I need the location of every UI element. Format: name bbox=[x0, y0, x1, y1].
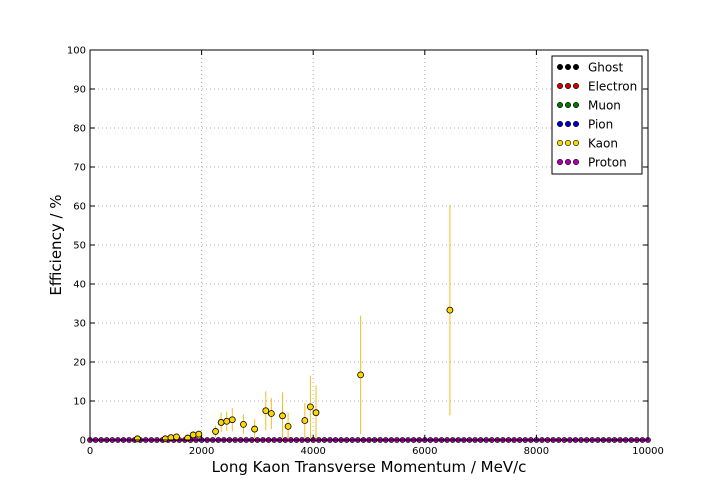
data-point-kaon bbox=[217, 419, 225, 426]
legend-marker-muon bbox=[564, 102, 571, 109]
data-points bbox=[134, 306, 454, 443]
legend-box bbox=[551, 55, 643, 175]
data-point-kaon bbox=[267, 410, 275, 417]
data-point-kaon bbox=[223, 417, 231, 425]
legend-marker-pion bbox=[572, 121, 579, 128]
x-axis-label: Long Kaon Transverse Momentum / MeV/c bbox=[212, 458, 527, 476]
data-point-kaon bbox=[212, 428, 219, 435]
x-tick-label: 10000 bbox=[632, 446, 664, 457]
y-tick-label: 90 bbox=[73, 85, 86, 96]
data-point-kaon bbox=[240, 420, 247, 428]
legend-marker-ghost bbox=[572, 64, 579, 71]
x-tick-labels: 0 2000 4000 6000 8000 10000 bbox=[87, 446, 664, 457]
x-tick-label: 8000 bbox=[524, 446, 549, 457]
y-tick-labels: 0 10 20 30 40 50 60 70 80 90 100 bbox=[67, 46, 86, 447]
legend-marker-kaon bbox=[572, 140, 579, 147]
legend-marker-proton bbox=[564, 159, 571, 166]
y-tick-label: 50 bbox=[73, 241, 86, 252]
legend-marker-muon bbox=[556, 102, 563, 109]
axis-ticks bbox=[89, 49, 649, 441]
data-point-kaon bbox=[307, 403, 314, 411]
x-tick-label: 2000 bbox=[189, 446, 214, 457]
legend-marker-muon bbox=[572, 102, 579, 109]
data-point-kaon bbox=[312, 409, 320, 417]
y-tick-label: 100 bbox=[67, 46, 86, 57]
y-tick-label: 80 bbox=[73, 124, 86, 135]
legend-entry-ghost: Ghost bbox=[588, 61, 623, 75]
legend-marker-kaon bbox=[556, 140, 563, 147]
data-point-kaon bbox=[228, 416, 236, 424]
data-point-kaon bbox=[301, 417, 309, 424]
data-point-kaon bbox=[161, 435, 169, 443]
legend-marker-proton bbox=[556, 159, 563, 166]
y-tick-label: 30 bbox=[73, 319, 86, 330]
y-axis-label: Efficiency / % bbox=[47, 194, 65, 295]
legend: Ghost Electron Muon Pion Kaon Proton bbox=[551, 55, 643, 175]
legend-marker-proton bbox=[572, 159, 579, 166]
legend-entry-electron: Electron bbox=[588, 80, 637, 94]
data-point-kaon bbox=[189, 431, 197, 439]
legend-marker-ghost bbox=[564, 64, 571, 71]
x-tick-label: 0 bbox=[87, 446, 93, 457]
x-tick-label: 4000 bbox=[300, 446, 325, 457]
data-point-kaon bbox=[446, 306, 454, 314]
legend-marker-electron bbox=[556, 83, 563, 90]
legend-marker-pion bbox=[564, 121, 571, 128]
data-point-kaon bbox=[195, 430, 203, 438]
legend-marker-electron bbox=[564, 83, 571, 90]
legend-marker-electron bbox=[572, 83, 579, 90]
y-tick-label: 60 bbox=[73, 202, 86, 213]
legend-entry-pion: Pion bbox=[588, 118, 613, 132]
y-tick-label: 0 bbox=[80, 436, 86, 447]
legend-entry-muon: Muon bbox=[588, 99, 621, 113]
data-point-kaon bbox=[251, 425, 259, 433]
data-point-kaon bbox=[279, 412, 286, 420]
legend-entry-kaon: Kaon bbox=[588, 137, 618, 151]
data-point-kaon bbox=[173, 433, 180, 441]
y-tick-label: 40 bbox=[73, 280, 86, 291]
data-point-kaon bbox=[357, 371, 365, 379]
legend-marker-ghost bbox=[556, 64, 563, 71]
data-point-kaon bbox=[134, 435, 141, 443]
data-point-kaon bbox=[284, 422, 292, 430]
y-tick-label: 70 bbox=[73, 163, 86, 174]
x-tick-label: 6000 bbox=[412, 446, 437, 457]
data-point-kaon bbox=[262, 407, 270, 415]
legend-marker-kaon bbox=[564, 140, 571, 147]
y-tick-label: 20 bbox=[73, 358, 86, 369]
y-tick-label: 10 bbox=[73, 397, 86, 408]
legend-entry-proton: Proton bbox=[588, 156, 627, 170]
legend-marker-pion bbox=[556, 121, 563, 128]
